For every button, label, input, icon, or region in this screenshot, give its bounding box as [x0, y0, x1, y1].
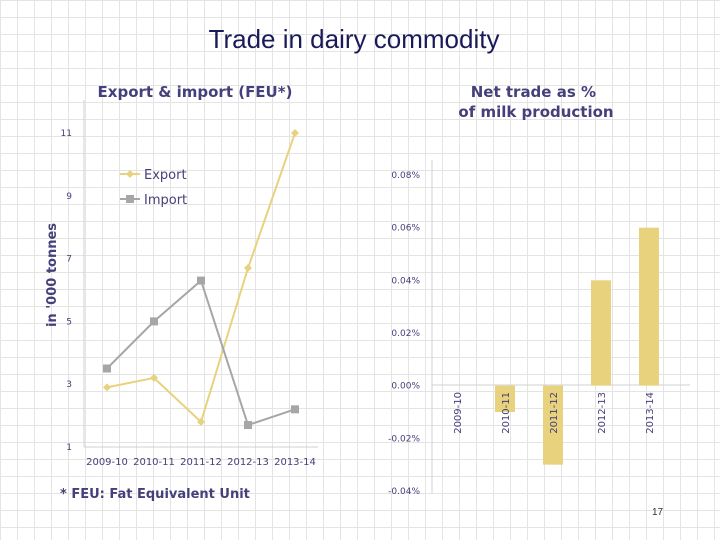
- net-trade-bar: [591, 280, 611, 386]
- export-data-point: [150, 373, 158, 382]
- export-data-point: [197, 417, 205, 426]
- left-y-tick-label: 11: [61, 129, 72, 139]
- right-chart-title-line1: Net trade as %: [471, 83, 596, 101]
- export-data-point: [291, 129, 299, 137]
- right-y-tick-label: 0.02%: [391, 329, 420, 339]
- import-data-point: [103, 364, 111, 373]
- left-x-tick-label: 2010-11: [133, 457, 175, 468]
- right-x-tick-label: 2012-13: [597, 392, 608, 434]
- left-x-tick-label: 2009-10: [86, 457, 128, 468]
- right-x-tick-label: 2011-12: [549, 392, 560, 434]
- export-data-point: [103, 383, 111, 392]
- net-trade-bar: [543, 385, 563, 465]
- left-chart-title: Export & import (FEU*): [98, 83, 293, 101]
- net-trade-bar: [495, 385, 515, 412]
- right-y-tick-label: 0.04%: [391, 276, 420, 286]
- right-y-tick-label: 0.06%: [391, 224, 420, 234]
- net-trade-chart: Net trade as % of milk production 0.08% 0…: [388, 83, 690, 497]
- export-import-chart: Export & import (FEU*) in '000 tonnes 1 3…: [45, 83, 318, 502]
- left-y-tick-label: 1: [66, 443, 72, 453]
- right-x-tick-label: 2009-10: [453, 392, 464, 434]
- right-x-tick-label: 2010-11: [501, 392, 512, 434]
- legend-import-marker: [126, 195, 134, 203]
- right-y-tick-label: 0.08%: [391, 171, 420, 181]
- left-y-tick-label: 5: [66, 317, 72, 327]
- legend-import-label: Import: [144, 193, 187, 208]
- left-x-tick-label: 2013-14: [274, 457, 316, 468]
- left-y-tick-label: 3: [66, 380, 72, 390]
- right-y-tick-label: -0.04%: [388, 487, 420, 497]
- page-number: 17: [652, 507, 664, 518]
- right-y-tick-label: -0.02%: [388, 434, 420, 444]
- slide-title: Trade in dairy commodity: [208, 24, 500, 54]
- legend-export-marker: [126, 170, 134, 178]
- left-chart-ylabel: in '000 tonnes: [45, 223, 60, 327]
- right-x-tick-label: 2013-14: [645, 392, 656, 434]
- net-trade-bar: [639, 227, 659, 386]
- import-data-point: [291, 405, 299, 414]
- left-x-tick-label: 2011-12: [180, 457, 222, 468]
- right-chart-title: Net trade as % of milk production: [458, 83, 613, 121]
- import-data-point: [197, 276, 205, 285]
- import-series-line: [106, 278, 296, 427]
- feu-footnote: * FEU: Fat Equivalent Unit: [60, 487, 250, 502]
- export-data-point: [244, 264, 252, 273]
- left-chart-legend: Export Import: [120, 168, 187, 208]
- left-y-tick-label: 9: [66, 192, 72, 202]
- left-y-tick-label: 7: [66, 255, 72, 265]
- left-x-tick-label: 2012-13: [227, 457, 269, 468]
- right-y-tick-label: 0.00%: [391, 382, 420, 392]
- import-data-point: [150, 317, 158, 326]
- legend-export-label: Export: [144, 168, 187, 183]
- import-data-point: [244, 421, 252, 430]
- right-chart-title-line2: of milk production: [458, 103, 613, 121]
